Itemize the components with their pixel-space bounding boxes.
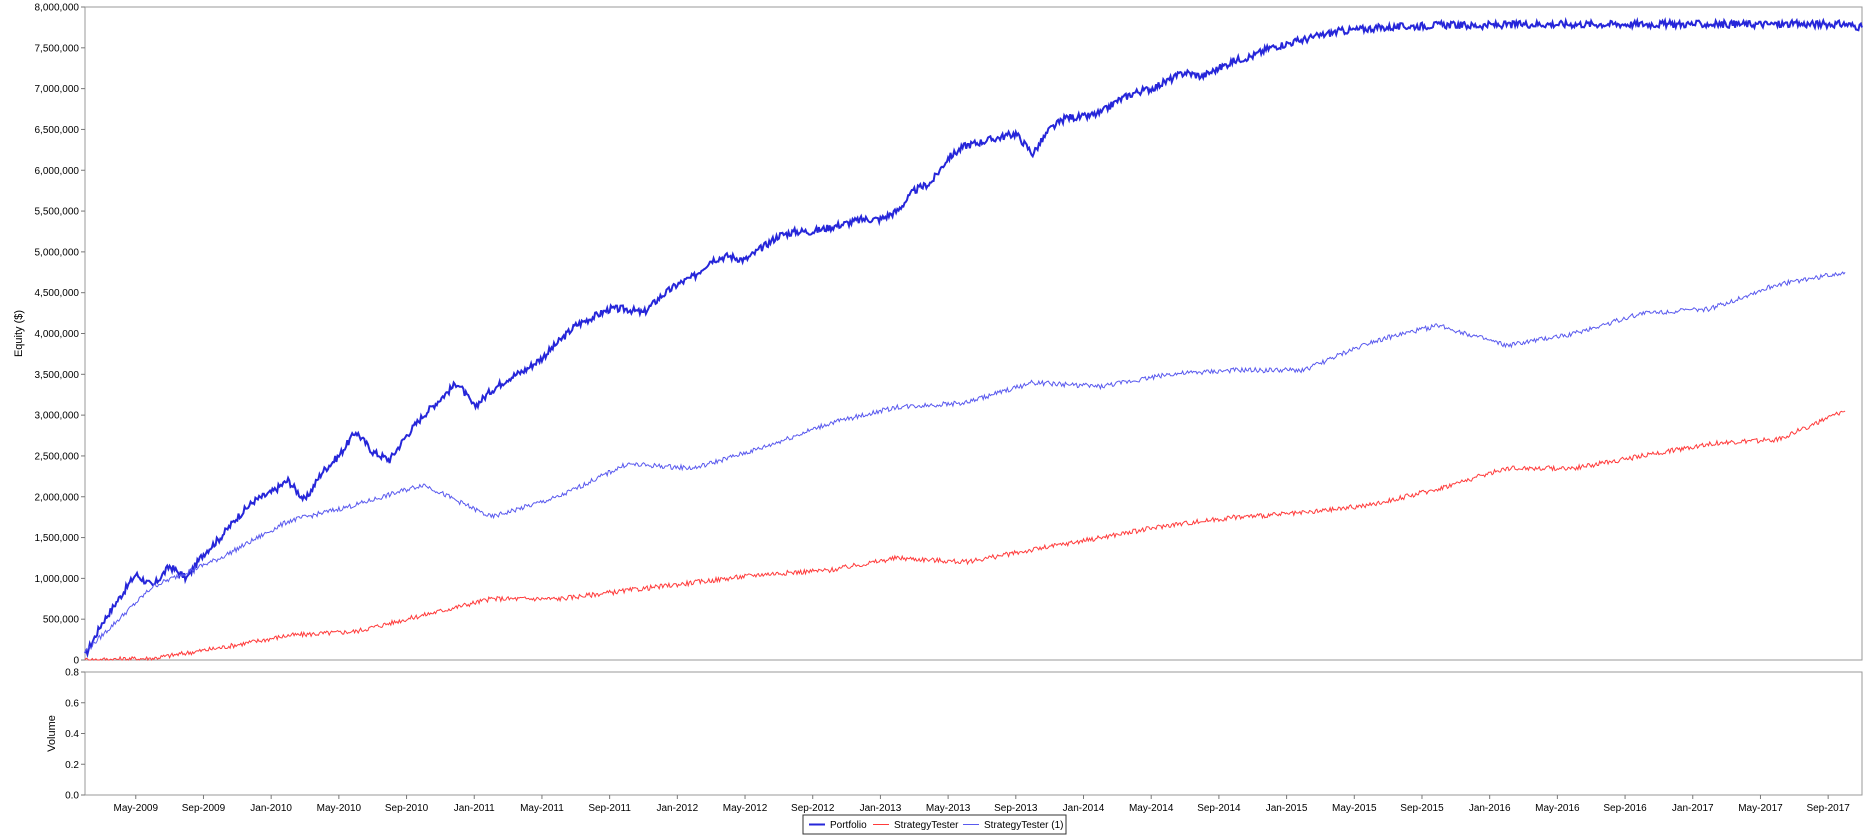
volume-plot-area [84,671,1863,796]
x-tick-label: Sep-2017 [1806,803,1850,814]
y-tick-label: 3,500,000 [35,370,80,381]
x-tick-label: Jan-2012 [656,803,698,814]
vol-y-tick-label: 0.0 [65,791,79,802]
legend-box [802,814,1067,835]
x-tick-label: Sep-2014 [1197,803,1241,814]
legend-label: StrategyTester [894,820,959,831]
y-tick-label: 4,000,000 [35,329,80,340]
y-tick-label: 8,000,000 [35,3,80,14]
x-tick-label: May-2014 [1129,803,1174,814]
x-tick-label: Sep-2016 [1603,803,1647,814]
y-tick-label: 7,000,000 [35,84,80,95]
x-tick-label: May-2010 [317,803,362,814]
y-tick-label: 2,000,000 [35,492,80,503]
vol-y-tick-label: 0.6 [65,698,79,709]
y-tick-label: 5,000,000 [35,247,80,258]
x-tick-label: Jan-2015 [1266,803,1308,814]
equity-axes: 0 500,000 1,000,000 1,500,000 2,000,000 2,500… [13,3,1863,667]
y-tick-label: 500,000 [43,615,80,626]
volume-axes: May-2009 Sep-2009 Jan-2010 May-2010 Sep-2010… [46,668,1863,814]
x-tick-label: Sep-2012 [791,803,835,814]
y-tick-label: 4,500,000 [35,288,80,299]
vol-y-tick-label: 0.2 [65,760,79,771]
x-tick-label: May-2013 [926,803,971,814]
x-tick-label: Sep-2011 [588,803,631,814]
x-tick-label: May-2016 [1535,803,1580,814]
equity-series [84,16,1863,662]
series-line-strategytester-1 [84,271,1846,653]
vol-y-tick-label: 0.8 [65,668,79,679]
vol-y-tick-label: 0.4 [65,729,79,740]
x-tick-label: May-2012 [723,803,768,814]
x-tick-label: Sep-2010 [385,803,429,814]
legend: Portfolio StrategyTester StrategyTester (1… [802,814,1067,835]
x-tick-label: Sep-2015 [1400,803,1444,814]
x-tick-label: May-2017 [1738,803,1783,814]
x-tick-label: Jan-2017 [1672,803,1714,814]
x-tick-label: Jan-2013 [860,803,902,814]
volume-axis-label: Volume [46,715,58,752]
y-tick-label: 5,500,000 [35,207,80,218]
series-line-strategytester [84,410,1846,662]
x-tick-label: Jan-2011 [454,803,495,814]
y-tick-label: 2,500,000 [35,451,80,462]
y-tick-label: 1,500,000 [35,533,80,544]
y-tick-label: 6,500,000 [35,125,80,136]
y-tick-label: 6,000,000 [35,166,80,177]
x-tick-label: Jan-2016 [1469,803,1511,814]
y-tick-label: 7,500,000 [35,43,80,54]
x-tick-label: Jan-2014 [1063,803,1105,814]
y-tick-label: 3,000,000 [35,411,80,422]
equity-plot-area [84,6,1863,661]
x-tick-label: Sep-2013 [994,803,1038,814]
series-line-portfolio [84,16,1863,659]
equity-axis-label: Equity ($) [13,310,25,357]
x-tick-label: Sep-2009 [182,803,226,814]
legend-label: StrategyTester (1) [984,820,1063,831]
x-tick-label: May-2009 [114,803,159,814]
x-tick-label: May-2011 [520,803,564,814]
legend-label: Portfolio [830,820,867,831]
y-tick-label: 1,000,000 [35,574,80,585]
x-tick-label: May-2015 [1332,803,1377,814]
x-tick-label: Jan-2010 [250,803,292,814]
y-tick-label: 0 [73,656,79,667]
